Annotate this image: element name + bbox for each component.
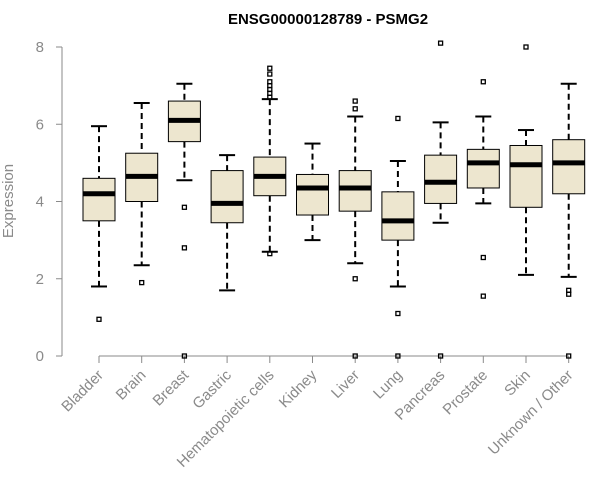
box-group (381, 115, 415, 359)
outlier-point (566, 353, 572, 359)
outlier-point (395, 310, 401, 317)
x-tick-label: Breast (150, 366, 193, 409)
x-tick-label: Prostate (440, 367, 492, 419)
x-tick-label: Brain (113, 367, 150, 404)
outlier-point (480, 254, 486, 261)
iqr-box (210, 170, 244, 224)
box-group (424, 40, 458, 359)
y-tick-label: 0 (36, 348, 44, 365)
x-tick-label: Liver (328, 367, 363, 402)
outlier-point (181, 204, 188, 210)
box-group (167, 82, 201, 359)
outlier-point (267, 250, 273, 257)
x-tick-label: Skin (501, 367, 534, 400)
outlier-point (566, 291, 572, 297)
box-group (253, 65, 287, 257)
outlier-point (523, 44, 529, 50)
outlier-point (352, 106, 358, 112)
outlier-point (395, 353, 401, 359)
outlier-point (480, 293, 486, 299)
iqr-box (466, 148, 500, 189)
y-tick-label: 2 (36, 271, 44, 288)
box-group (466, 79, 500, 299)
chart-title: ENSG00000128789 - PSMG2 (228, 11, 428, 28)
y-tick-label: 8 (36, 39, 44, 56)
y-axis-label: Expression (0, 164, 17, 238)
iqr-box (296, 173, 329, 216)
box-group (125, 102, 159, 286)
outlier-point (352, 98, 358, 104)
iqr-box (381, 191, 415, 241)
box-group (210, 154, 244, 292)
iqr-box (509, 144, 543, 208)
iqr-box (82, 177, 116, 222)
y-tick-label: 4 (36, 194, 44, 211)
box-group (82, 125, 116, 322)
iqr-box (552, 139, 586, 195)
outlier-point (267, 71, 273, 77)
outlier-point (437, 40, 444, 46)
outlier-point (181, 245, 188, 251)
outlier-point (352, 353, 358, 359)
outlier-point (480, 79, 486, 85)
x-tick-label: Lung (370, 367, 406, 403)
box-group (552, 82, 586, 359)
x-tick-label: Bladder (58, 367, 107, 416)
outlier-point (395, 115, 401, 122)
x-tick-label: Kidney (276, 366, 321, 411)
outlier-point (267, 65, 273, 71)
outlier-point (96, 316, 102, 322)
outlier-point (181, 353, 188, 359)
outlier-point (139, 279, 145, 286)
iqr-box (338, 170, 372, 212)
outlier-point (437, 353, 444, 359)
axes: 0 2 4 6 8 (36, 39, 570, 365)
boxes (82, 40, 586, 359)
iqr-box (424, 154, 458, 204)
box-group (296, 142, 329, 242)
box-group (338, 98, 372, 359)
outlier-point (267, 94, 273, 100)
outlier-point (352, 276, 358, 282)
box-group (509, 44, 543, 276)
y-tick-label: 6 (36, 116, 44, 133)
